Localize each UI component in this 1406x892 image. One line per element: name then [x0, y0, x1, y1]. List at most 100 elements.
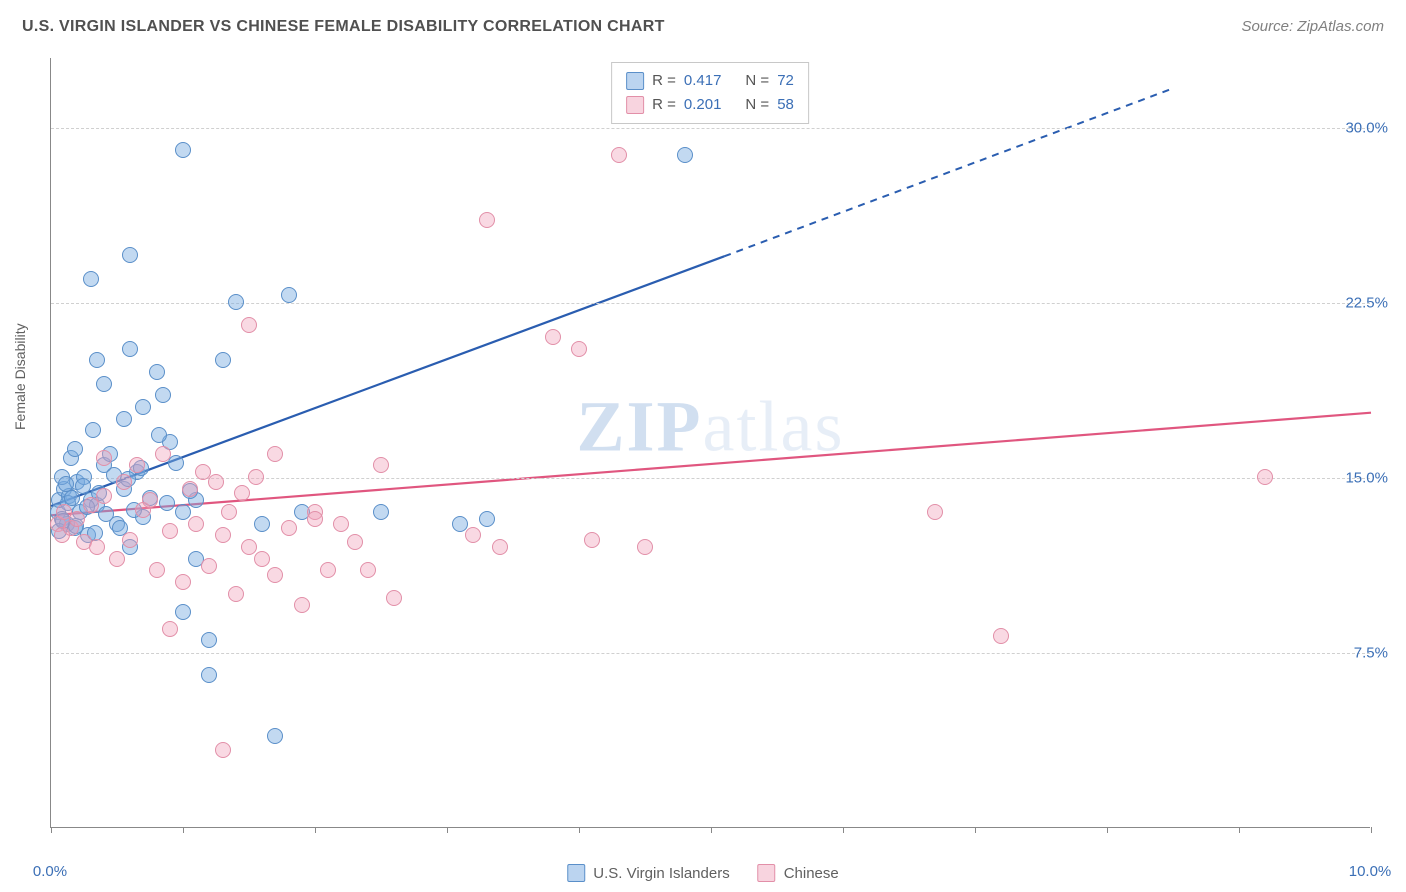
data-point [320, 562, 336, 578]
legend-swatch [758, 864, 776, 882]
data-point [175, 504, 191, 520]
data-point [248, 469, 264, 485]
data-point [142, 492, 158, 508]
data-point [927, 504, 943, 520]
data-point [221, 504, 237, 520]
x-tick [1107, 827, 1108, 833]
data-point [98, 506, 114, 522]
data-point [571, 341, 587, 357]
data-point [89, 352, 105, 368]
gridline [51, 653, 1370, 654]
data-point [234, 485, 250, 501]
data-point [151, 427, 167, 443]
legend-n-value: 72 [777, 69, 794, 93]
data-point [254, 516, 270, 532]
data-point [386, 590, 402, 606]
x-tick [579, 827, 580, 833]
x-tick [1371, 827, 1372, 833]
data-point [307, 511, 323, 527]
legend-label: U.S. Virgin Islanders [593, 865, 729, 882]
data-point [162, 621, 178, 637]
data-point [162, 523, 178, 539]
data-point [360, 562, 376, 578]
x-tick [843, 827, 844, 833]
data-point [155, 387, 171, 403]
legend-r-label: R = [652, 69, 676, 93]
data-point [83, 271, 99, 287]
data-point [135, 399, 151, 415]
chart-title: U.S. VIRGIN ISLANDER VS CHINESE FEMALE D… [22, 18, 665, 36]
legend-label: Chinese [784, 865, 839, 882]
chart-source: Source: ZipAtlas.com [1241, 18, 1384, 35]
data-point [215, 742, 231, 758]
data-point [96, 376, 112, 392]
data-point [149, 562, 165, 578]
data-point [267, 728, 283, 744]
data-point [175, 574, 191, 590]
data-point [122, 532, 138, 548]
legend-item: U.S. Virgin Islanders [567, 864, 729, 882]
data-point [241, 317, 257, 333]
data-point [168, 455, 184, 471]
x-tick-label: 10.0% [1349, 863, 1392, 880]
data-point [479, 212, 495, 228]
data-point [254, 551, 270, 567]
plot-area: ZIPatlas [50, 58, 1370, 828]
data-point [96, 450, 112, 466]
data-point [479, 511, 495, 527]
data-point [149, 364, 165, 380]
data-point [677, 147, 693, 163]
data-point [182, 481, 198, 497]
legend-swatch [626, 72, 644, 90]
data-point [175, 142, 191, 158]
data-point [281, 520, 297, 536]
data-point [215, 352, 231, 368]
data-point [294, 597, 310, 613]
legend-row: R =0.201N =58 [626, 93, 794, 117]
x-tick [51, 827, 52, 833]
x-tick [183, 827, 184, 833]
data-point [545, 329, 561, 345]
x-tick-label: 0.0% [33, 863, 67, 880]
data-point [201, 558, 217, 574]
chart-header: U.S. VIRGIN ISLANDER VS CHINESE FEMALE D… [22, 18, 1384, 36]
legend-swatch [567, 864, 585, 882]
data-point [67, 441, 83, 457]
y-tick-label: 7.5% [1354, 645, 1388, 662]
legend-series: U.S. Virgin Islanders Chinese [567, 864, 839, 882]
gridline [51, 128, 1370, 129]
y-axis-label: Female Disability [12, 323, 28, 430]
data-point [69, 511, 85, 527]
data-point [584, 532, 600, 548]
y-tick-label: 22.5% [1345, 295, 1388, 312]
x-tick [315, 827, 316, 833]
data-point [281, 287, 297, 303]
trend-line [51, 413, 1371, 516]
trend-lines [51, 58, 1370, 827]
data-point [75, 478, 91, 494]
data-point [228, 294, 244, 310]
data-point [188, 516, 204, 532]
legend-item: Chinese [758, 864, 839, 882]
legend-r-value: 0.417 [684, 69, 722, 93]
data-point [122, 341, 138, 357]
data-point [267, 567, 283, 583]
data-point [155, 446, 171, 462]
legend-row: R =0.417N =72 [626, 69, 794, 93]
legend-r-value: 0.201 [684, 93, 722, 117]
data-point [89, 539, 105, 555]
data-point [1257, 469, 1273, 485]
legend-n-label: N = [745, 93, 769, 117]
data-point [116, 411, 132, 427]
data-point [208, 474, 224, 490]
data-point [373, 504, 389, 520]
data-point [159, 495, 175, 511]
data-point [215, 527, 231, 543]
gridline [51, 303, 1370, 304]
y-tick-label: 15.0% [1345, 470, 1388, 487]
data-point [347, 534, 363, 550]
data-point [175, 604, 191, 620]
data-point [228, 586, 244, 602]
data-point [122, 247, 138, 263]
data-point [241, 539, 257, 555]
